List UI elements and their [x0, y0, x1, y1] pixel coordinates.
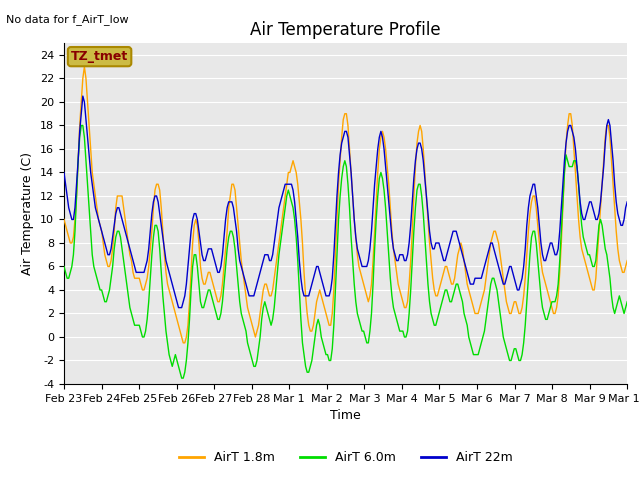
Legend: AirT 1.8m, AirT 6.0m, AirT 22m: AirT 1.8m, AirT 6.0m, AirT 22m — [174, 446, 517, 469]
Y-axis label: Air Temperature (C): Air Temperature (C) — [22, 152, 35, 275]
Text: No data for f_AirT_low: No data for f_AirT_low — [6, 14, 129, 25]
X-axis label: Time: Time — [330, 409, 361, 422]
Text: TZ_tmet: TZ_tmet — [71, 50, 128, 63]
Title: Air Temperature Profile: Air Temperature Profile — [250, 21, 441, 39]
